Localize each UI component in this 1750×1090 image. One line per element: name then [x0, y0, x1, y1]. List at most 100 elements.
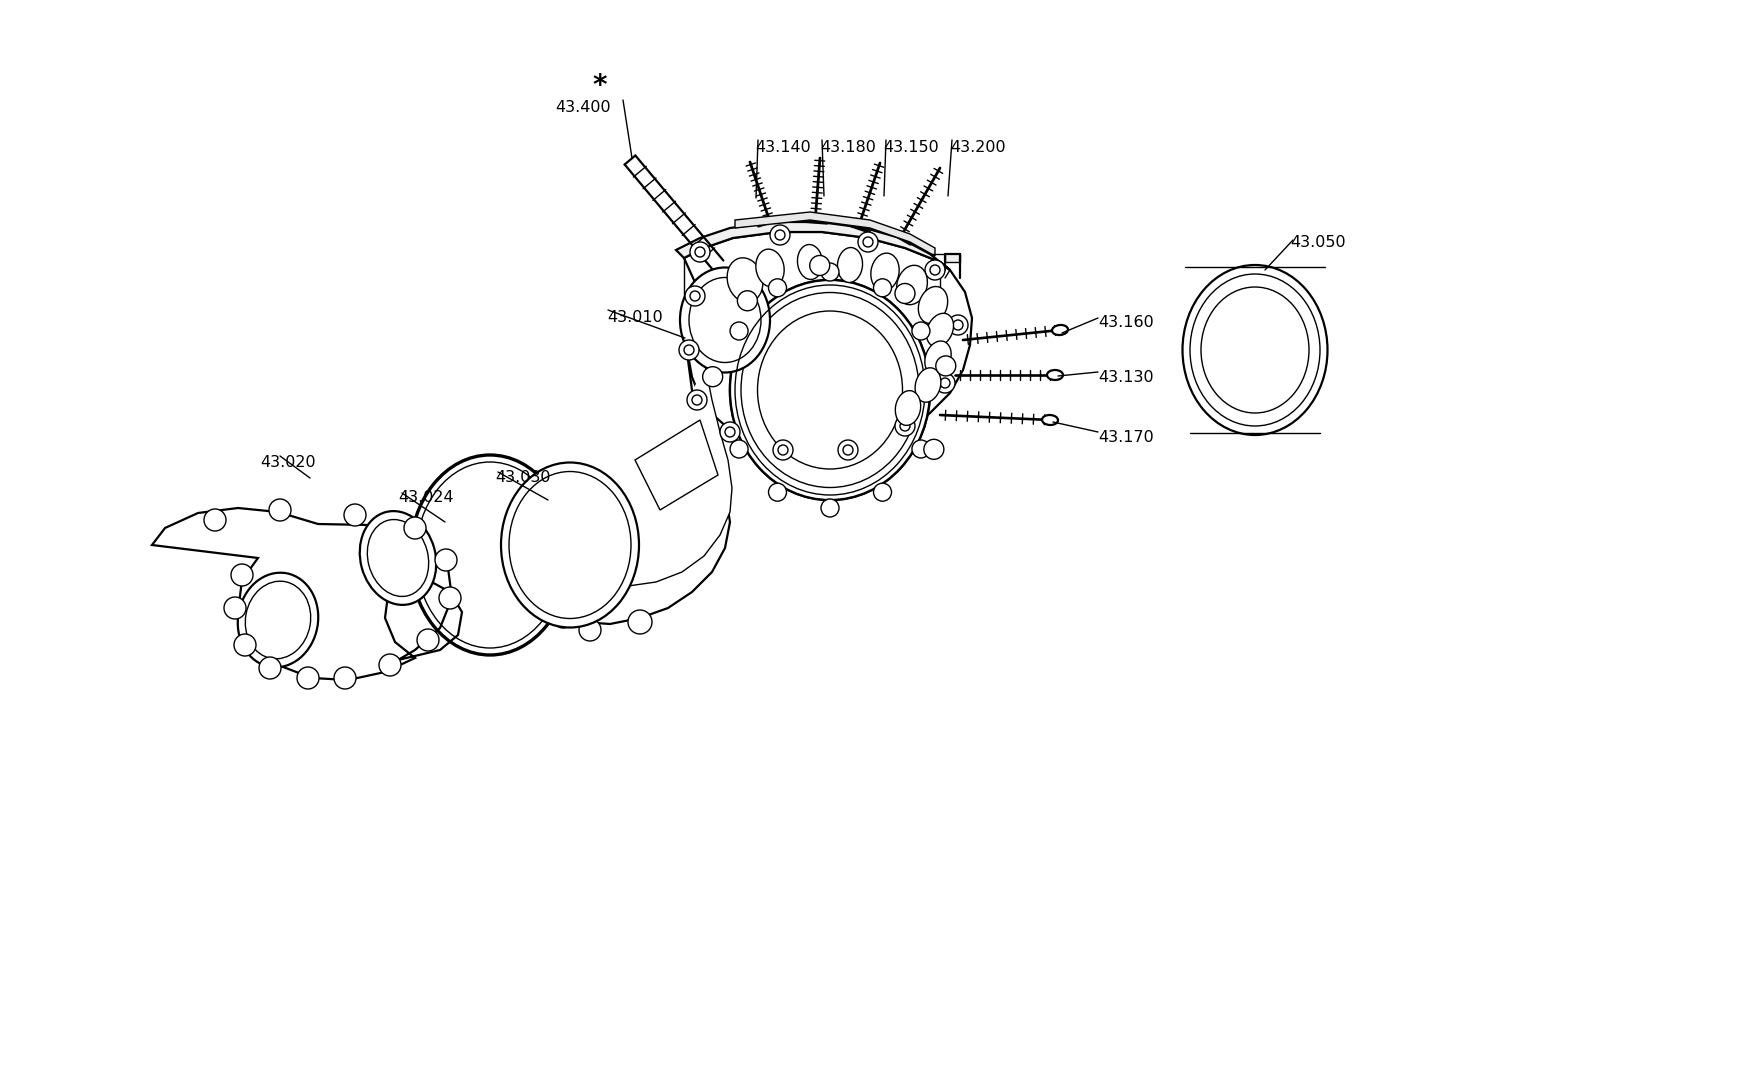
Circle shape	[534, 538, 578, 582]
Circle shape	[924, 439, 943, 459]
Circle shape	[542, 548, 567, 572]
Text: 43.020: 43.020	[261, 455, 315, 470]
Circle shape	[730, 440, 747, 458]
Circle shape	[934, 373, 956, 393]
Circle shape	[724, 427, 735, 437]
Ellipse shape	[245, 581, 312, 658]
Circle shape	[345, 504, 366, 526]
Polygon shape	[152, 508, 462, 680]
Ellipse shape	[726, 258, 763, 302]
Circle shape	[810, 255, 829, 276]
Circle shape	[579, 619, 600, 641]
Polygon shape	[525, 360, 730, 623]
Circle shape	[768, 483, 786, 501]
Ellipse shape	[730, 280, 929, 500]
Ellipse shape	[756, 250, 784, 287]
Circle shape	[695, 247, 705, 257]
Circle shape	[873, 483, 891, 501]
Circle shape	[894, 283, 915, 303]
Circle shape	[821, 263, 838, 281]
Circle shape	[298, 667, 318, 689]
Text: 43.130: 43.130	[1097, 370, 1153, 385]
Circle shape	[416, 629, 439, 651]
Ellipse shape	[1200, 287, 1309, 413]
Ellipse shape	[896, 265, 928, 305]
Ellipse shape	[1183, 265, 1328, 435]
Circle shape	[821, 499, 838, 517]
Circle shape	[737, 291, 758, 311]
Text: 43.140: 43.140	[754, 140, 810, 155]
Ellipse shape	[500, 462, 639, 628]
Circle shape	[775, 230, 786, 240]
Circle shape	[863, 237, 873, 247]
Circle shape	[730, 322, 747, 340]
Circle shape	[259, 657, 282, 679]
Circle shape	[940, 378, 950, 388]
Circle shape	[844, 445, 852, 455]
Ellipse shape	[1052, 325, 1068, 335]
Text: 43.050: 43.050	[1290, 235, 1346, 250]
Text: 43.180: 43.180	[821, 140, 877, 155]
Polygon shape	[735, 211, 935, 256]
Circle shape	[691, 395, 702, 405]
Circle shape	[684, 286, 705, 306]
Polygon shape	[676, 222, 950, 270]
Circle shape	[873, 279, 891, 296]
Circle shape	[949, 315, 968, 335]
Circle shape	[224, 597, 247, 619]
Circle shape	[929, 265, 940, 275]
Polygon shape	[929, 254, 961, 262]
Circle shape	[628, 610, 653, 634]
Ellipse shape	[872, 253, 900, 291]
Polygon shape	[635, 420, 718, 510]
Ellipse shape	[690, 278, 761, 363]
Circle shape	[704, 366, 723, 387]
Polygon shape	[558, 365, 732, 586]
Ellipse shape	[1041, 415, 1059, 425]
Ellipse shape	[368, 520, 429, 596]
Text: 43.024: 43.024	[397, 490, 453, 505]
Circle shape	[231, 564, 254, 586]
Circle shape	[404, 517, 425, 538]
Ellipse shape	[919, 287, 948, 324]
Circle shape	[954, 320, 963, 330]
Circle shape	[858, 232, 878, 252]
Circle shape	[900, 421, 910, 431]
Text: 43.400: 43.400	[555, 100, 611, 116]
Ellipse shape	[798, 244, 822, 279]
Ellipse shape	[926, 313, 954, 347]
Circle shape	[380, 654, 401, 676]
Ellipse shape	[924, 341, 952, 375]
Text: 43.010: 43.010	[607, 310, 663, 325]
Circle shape	[838, 440, 858, 460]
Ellipse shape	[360, 511, 436, 605]
Ellipse shape	[740, 292, 919, 487]
Circle shape	[234, 634, 255, 656]
Circle shape	[520, 570, 541, 590]
Ellipse shape	[758, 311, 903, 469]
Circle shape	[719, 422, 740, 443]
Circle shape	[894, 416, 915, 436]
Text: 43.160: 43.160	[1097, 315, 1153, 330]
Ellipse shape	[509, 472, 632, 618]
Circle shape	[334, 667, 355, 689]
Ellipse shape	[730, 280, 929, 500]
Circle shape	[439, 588, 460, 609]
Circle shape	[688, 390, 707, 410]
Ellipse shape	[896, 390, 920, 425]
Circle shape	[936, 356, 956, 376]
Circle shape	[779, 445, 788, 455]
Circle shape	[205, 509, 226, 531]
Ellipse shape	[915, 367, 942, 402]
Circle shape	[770, 225, 789, 245]
Circle shape	[679, 340, 698, 360]
Text: 43.170: 43.170	[1097, 429, 1153, 445]
Circle shape	[530, 590, 550, 610]
Circle shape	[690, 242, 710, 262]
Ellipse shape	[1190, 274, 1320, 426]
Circle shape	[926, 261, 945, 280]
Circle shape	[912, 322, 929, 340]
Circle shape	[436, 549, 457, 571]
Text: *: *	[593, 72, 607, 100]
Text: 43.200: 43.200	[950, 140, 1006, 155]
